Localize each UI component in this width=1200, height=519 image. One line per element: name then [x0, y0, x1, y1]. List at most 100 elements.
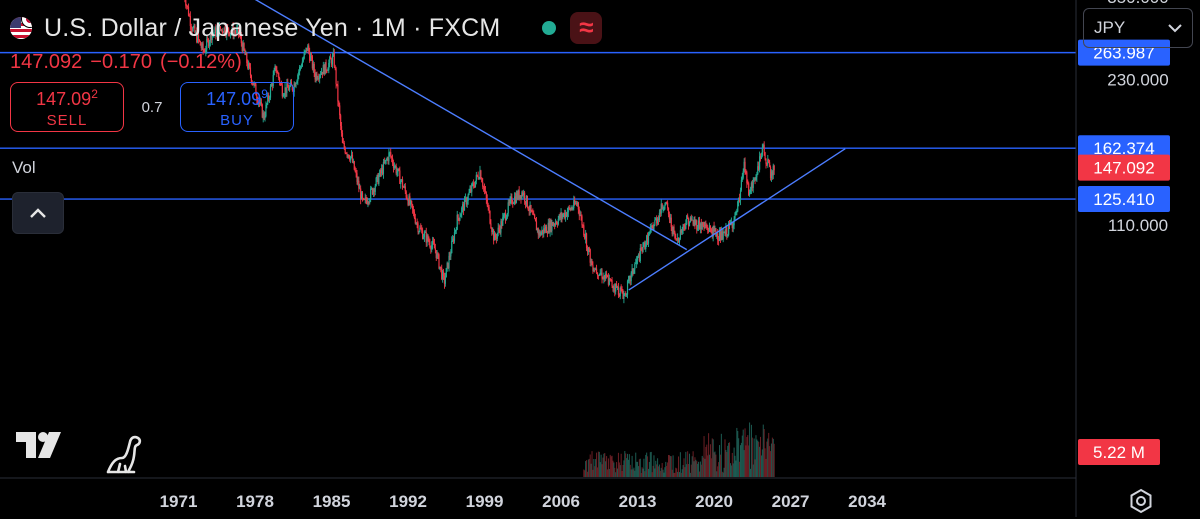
price-label-tag[interactable]: [1078, 39, 1170, 66]
candle-body: [380, 170, 382, 174]
candle-body: [320, 71, 323, 75]
volume-bar: [634, 470, 636, 477]
candle-body: [254, 83, 256, 85]
candle-body: [674, 232, 676, 239]
candle-body: [666, 202, 668, 203]
candle-body: [394, 165, 396, 167]
candle-body: [686, 215, 688, 225]
candle-body: [470, 189, 472, 192]
volume-bar: [681, 469, 683, 477]
volume-bar: [616, 462, 618, 477]
candle-body: [311, 56, 313, 69]
candle-body: [360, 188, 362, 200]
dino-icon[interactable]: [104, 432, 146, 479]
candle-body: [197, 34, 199, 43]
candle-body: [529, 204, 531, 211]
volume-bar: [698, 461, 700, 477]
candle-body: [230, 31, 232, 34]
candle-body: [483, 187, 486, 191]
candle-body: [653, 224, 655, 231]
currency-select[interactable]: JPY: [1083, 8, 1193, 48]
candle-body: [484, 190, 487, 193]
candle-body: [409, 196, 411, 205]
candle-body: [750, 182, 753, 190]
volume-bar: [630, 469, 632, 477]
candle-body: [562, 215, 564, 218]
buy-button[interactable]: 147.099 BUY: [180, 82, 294, 132]
candle-body: [667, 207, 670, 215]
candle-body: [544, 228, 546, 232]
candle-body: [207, 39, 209, 41]
candle-body: [299, 66, 302, 68]
collapse-indicators-button[interactable]: [12, 192, 64, 234]
candle-body: [719, 231, 722, 241]
candle-body: [560, 212, 562, 219]
price-label-tag[interactable]: [1078, 154, 1170, 181]
candle-body: [723, 232, 725, 234]
volume-bar: [594, 466, 596, 477]
candle-body: [601, 272, 603, 279]
settings-icon[interactable]: [1128, 488, 1154, 519]
volume-bar: [674, 472, 676, 477]
usd-jpy-flag-icon: [10, 17, 32, 39]
candle-body: [407, 199, 409, 205]
candle-body: [665, 202, 667, 205]
wave-indicator-icon[interactable]: ≈: [570, 12, 603, 44]
candle-body: [559, 214, 561, 219]
candle-body: [273, 69, 275, 75]
volume-bar: [618, 462, 620, 477]
candle-body: [527, 207, 529, 211]
volume-indicator-label[interactable]: Vol: [12, 158, 36, 177]
volume-bar: [610, 456, 612, 477]
market-open-dot-icon[interactable]: [542, 21, 557, 35]
candle-body: [453, 232, 456, 242]
candle-body: [269, 86, 272, 98]
candle-body: [240, 36, 242, 44]
price-label-text: 162.374: [1093, 139, 1154, 158]
candle-body: [759, 156, 761, 170]
volume-bar: [592, 469, 594, 477]
candle-body: [720, 231, 722, 241]
trendline[interactable]: [628, 148, 846, 291]
candle-body: [623, 294, 625, 299]
candle-body: [372, 188, 375, 195]
volume-bar: [704, 458, 706, 477]
candle-body: [195, 31, 197, 33]
volume-bar: [676, 468, 678, 477]
candle-body: [436, 253, 438, 259]
volume-bar: [707, 455, 709, 477]
candle-body: [727, 234, 729, 236]
volume-bar: [627, 453, 629, 477]
sell-button[interactable]: 147.092 SELL: [10, 82, 124, 132]
volume-bar: [609, 454, 611, 477]
volume-bar: [639, 458, 641, 477]
symbol-title[interactable]: U.S. Dollar / Japanese Yen · 1M · FXCM: [44, 13, 501, 42]
volume-bar: [659, 470, 661, 477]
candle-body: [185, 0, 187, 6]
trendline[interactable]: [189, 0, 688, 251]
candle-body: [534, 218, 537, 222]
candle-body: [256, 95, 258, 100]
candle-body: [432, 240, 435, 244]
candle-body: [472, 183, 474, 185]
volume-label-tag[interactable]: [1078, 439, 1160, 465]
candle-body: [544, 226, 547, 232]
candle-body: [565, 212, 568, 217]
volume-bar: [756, 439, 758, 477]
tradingview-logo-icon[interactable]: [16, 432, 68, 463]
candle-body: [413, 211, 416, 219]
candle-body: [650, 225, 652, 229]
candle-body: [736, 211, 738, 213]
volume-bar: [766, 441, 768, 477]
candle-body: [459, 216, 461, 221]
candle-body: [624, 293, 626, 295]
price-label-tag[interactable]: [1078, 186, 1170, 213]
volume-bar: [762, 424, 764, 477]
candle-body: [350, 156, 352, 161]
volume-bar: [679, 452, 681, 477]
candle-body: [440, 266, 442, 268]
volume-bar: [735, 460, 737, 477]
candle-body: [716, 233, 718, 237]
candle-body: [689, 217, 691, 223]
